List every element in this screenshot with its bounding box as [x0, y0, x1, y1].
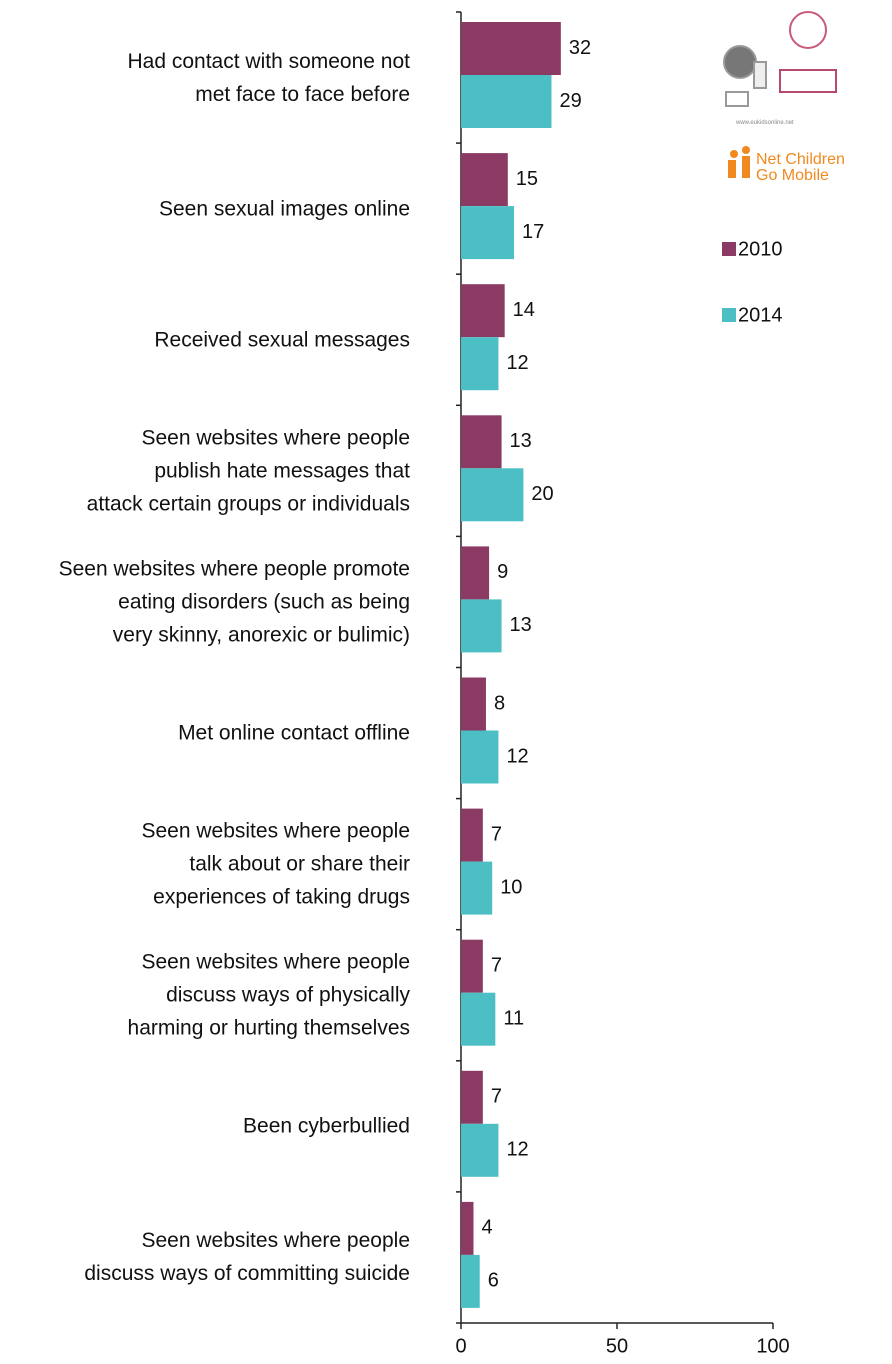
legend-swatch [722, 308, 736, 322]
bar [461, 1070, 483, 1124]
value-label: 14 [513, 299, 535, 321]
category-label: Seen websites where people promote eatin… [58, 557, 410, 647]
value-label: 6 [488, 1270, 499, 1292]
category-label: Seen websites where people discuss ways … [84, 1229, 410, 1286]
bar [461, 1201, 474, 1255]
bar [461, 861, 493, 915]
category-label: Seen websites where people talk about or… [141, 819, 410, 909]
bar [461, 939, 483, 993]
x-tick-label: 0 [455, 1335, 466, 1357]
logo-illustration [723, 11, 837, 107]
value-label: 13 [510, 430, 532, 452]
bar [461, 153, 508, 207]
value-label: 7 [491, 823, 502, 845]
value-label: 7 [491, 954, 502, 976]
bar [461, 206, 515, 260]
value-label: 11 [503, 1007, 524, 1029]
category-label: Met online contact offline [178, 721, 410, 745]
value-label: 10 [500, 876, 522, 898]
category-label: Been cyberbullied [243, 1114, 410, 1138]
bar [461, 730, 499, 784]
bar [461, 22, 561, 75]
value-label: 7 [491, 1086, 502, 1108]
value-label: 13 [510, 614, 532, 636]
value-label: 12 [506, 745, 528, 767]
value-label: 12 [506, 1139, 528, 1161]
value-label: 4 [481, 1217, 492, 1239]
category-label: Had contact with someone not met face to… [127, 49, 411, 106]
value-label: 29 [559, 90, 581, 112]
bar [461, 677, 486, 731]
bar [461, 468, 524, 522]
bar [461, 415, 502, 469]
logo-figures [728, 146, 750, 178]
bar [461, 992, 496, 1046]
logo-text: Net Children Go Mobile [756, 151, 845, 184]
bar [461, 546, 490, 600]
legend-swatch [722, 242, 736, 256]
value-label: 17 [522, 221, 544, 243]
bar [461, 337, 499, 391]
bar [461, 599, 502, 653]
legend-label: 2010 [738, 238, 783, 260]
value-label: 12 [506, 352, 528, 374]
value-label: 9 [497, 561, 508, 583]
bar [461, 284, 505, 338]
x-tick-label: 100 [756, 1335, 789, 1357]
bar [461, 1254, 480, 1308]
category-label: Received sexual messages [154, 328, 410, 352]
x-tick-label: 50 [606, 1335, 628, 1357]
bar [461, 808, 483, 862]
category-label: Seen websites where people discuss ways … [127, 950, 410, 1040]
logo-url: www.eukidsonline.net [736, 120, 794, 126]
value-label: 32 [569, 37, 591, 59]
category-label: Seen websites where people publish hate … [86, 426, 410, 516]
bar [461, 1123, 499, 1177]
value-label: 20 [531, 483, 553, 505]
value-label: 8 [494, 692, 505, 714]
category-label: Seen sexual images online [159, 197, 410, 221]
bar [461, 75, 552, 128]
value-label: 15 [516, 168, 538, 190]
legend-label: 2014 [738, 304, 783, 326]
